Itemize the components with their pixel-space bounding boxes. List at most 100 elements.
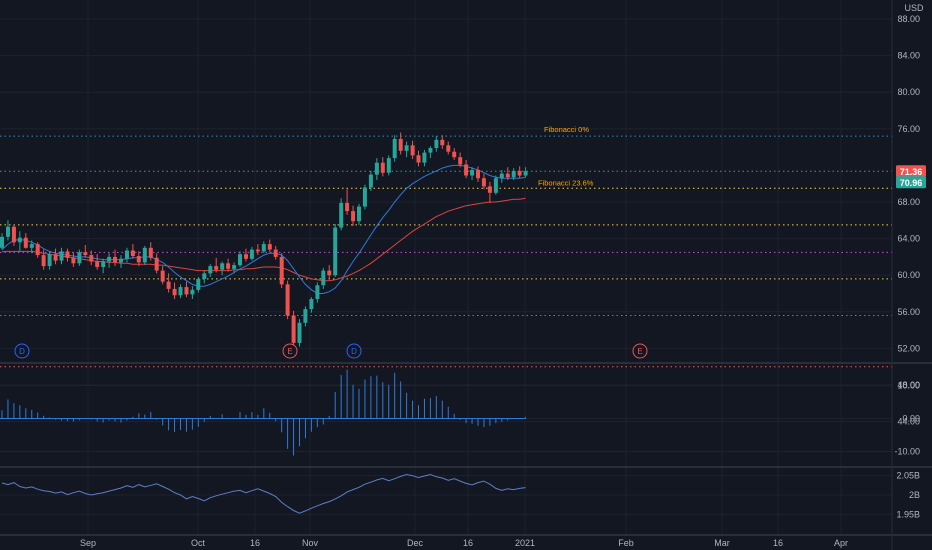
candle-body	[0, 236, 4, 248]
candle-body	[142, 247, 147, 263]
candle-body	[59, 251, 64, 261]
candle-body	[125, 250, 129, 259]
line-axis-tick-label: 2B	[909, 490, 920, 500]
histogram-axis-tick-label: 0.00	[902, 414, 920, 424]
candle-body	[339, 202, 344, 228]
candle-body	[398, 138, 403, 151]
volume-line-pane	[1, 473, 526, 514]
candle-body	[333, 227, 338, 276]
candle-body	[166, 281, 171, 289]
candle-body	[523, 171, 528, 176]
event-marker-label: D	[351, 347, 357, 356]
x-axis-tick-label: Sep	[80, 538, 96, 548]
candle-body	[452, 151, 457, 158]
volume-series-line	[1, 473, 526, 514]
price-axis-tick-label: 52.00	[897, 343, 920, 353]
candle-body	[362, 187, 367, 207]
event-marker-circle	[346, 343, 362, 359]
candle-body	[434, 139, 439, 148]
candle-body	[190, 289, 195, 295]
candle-body	[101, 261, 106, 267]
x-axis-tick-label: 2021	[515, 538, 535, 548]
candle-body	[481, 178, 486, 187]
candle-body	[53, 254, 58, 261]
candle-body	[41, 255, 46, 267]
candle-body	[297, 322, 302, 343]
candle-body	[214, 266, 219, 270]
price-tag[interactable]: 71.36	[896, 165, 926, 178]
event-marker-dividend[interactable]: D	[346, 343, 362, 359]
candle-body	[154, 257, 159, 271]
candle-body	[267, 244, 272, 250]
event-marker-dividend[interactable]: D	[14, 343, 30, 359]
price-axis-tick-label: 60.00	[897, 270, 920, 280]
candle-body	[476, 170, 480, 179]
candle-body	[374, 162, 379, 175]
candle-body	[321, 270, 326, 286]
candle-body	[208, 266, 213, 274]
slow-moving-average-line	[2, 197, 526, 282]
candle-body	[65, 251, 70, 258]
price-tag[interactable]: 70.96	[896, 176, 926, 189]
candle-body	[23, 237, 28, 248]
histogram-bars	[0, 369, 527, 456]
event-marker-label: D	[19, 347, 25, 356]
candle-body	[440, 139, 445, 146]
candle-body	[172, 288, 177, 296]
candle-body	[249, 249, 254, 259]
price-axis-tick-label: 84.00	[897, 51, 920, 61]
candle-body	[17, 237, 22, 243]
candle-body	[327, 270, 332, 276]
x-axis-tick-label: Mar	[714, 538, 730, 548]
price-axis-tick-label: 68.00	[897, 197, 920, 207]
fibonacci-label: Fibonacci 0%	[544, 125, 589, 134]
candle-body	[291, 315, 296, 343]
currency-label: USD	[904, 3, 924, 13]
candlesticks	[0, 132, 528, 349]
candle-body	[273, 249, 278, 257]
candle-body	[29, 244, 34, 248]
candle-body	[11, 226, 16, 243]
candle-body	[487, 186, 492, 193]
price-tag-background	[896, 176, 926, 189]
line-axis-tick-label: 2.05B	[896, 471, 920, 481]
fibonacci-label: Fibonacci 23.6%	[538, 178, 594, 187]
candle-body	[89, 255, 94, 262]
candle-body	[499, 173, 504, 179]
candle-body	[220, 263, 225, 270]
pane-dividers[interactable]	[0, 362, 932, 536]
price-axis-tick-label: 80.00	[897, 87, 920, 97]
candle-body	[410, 145, 415, 156]
candle-body	[95, 261, 100, 267]
event-marker-earnings[interactable]: E	[282, 343, 298, 359]
price-tag-label: 71.36	[900, 167, 923, 177]
candle-body	[83, 252, 88, 255]
candle-body	[493, 178, 498, 193]
candle-body	[71, 257, 76, 264]
candle-body	[202, 273, 207, 279]
candle-body	[232, 265, 237, 269]
event-marker-circle	[14, 343, 30, 359]
x-axis-tick-label: Apr	[834, 538, 848, 548]
price-axis-tick-label: 88.00	[897, 14, 920, 24]
price-axis-tick-label: 76.00	[897, 124, 920, 134]
event-marker-label: E	[287, 347, 292, 356]
axes: SepOct16NovDec162021FebMar16AprUSD96.009…	[80, 0, 926, 550]
candle-body	[351, 211, 356, 222]
candle-body	[368, 174, 373, 188]
x-axis-tick-label: 16	[463, 538, 473, 548]
histogram-axis-tick-label: -10.00	[894, 447, 920, 457]
candle-body	[244, 254, 248, 259]
moving-averages	[1, 164, 526, 294]
candle-body	[261, 244, 266, 252]
candle-body	[345, 202, 350, 212]
candle-body	[238, 254, 242, 266]
candle-body	[505, 173, 510, 178]
line-axis-tick-label: 1.95B	[896, 509, 920, 519]
candle-body	[77, 252, 82, 264]
candle-body	[315, 285, 320, 299]
price-tag-background	[896, 165, 926, 178]
event-marker-earnings[interactable]: E	[632, 343, 648, 359]
